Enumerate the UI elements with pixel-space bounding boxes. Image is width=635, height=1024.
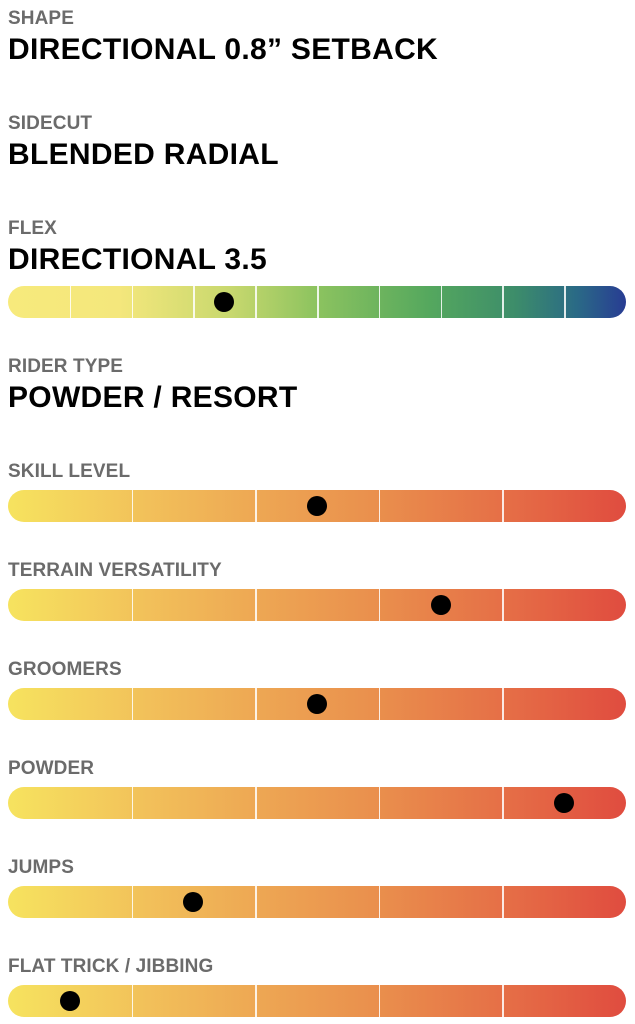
skill-level-marker — [307, 496, 327, 516]
flex-scale-divider — [255, 286, 257, 318]
skill-level-divider — [378, 490, 381, 522]
groomers-divider — [502, 688, 504, 720]
jumps-label: JUMPS — [8, 857, 74, 878]
flex-value: DIRECTIONAL 3.5 — [8, 243, 267, 276]
shape-value: DIRECTIONAL 0.8” SETBACK — [8, 33, 439, 66]
jumps-divider — [502, 886, 504, 918]
flex-scale-divider — [564, 286, 566, 318]
powder-marker — [554, 793, 575, 813]
rider-type-label: RIDER TYPE — [8, 356, 124, 377]
groomers-marker — [307, 694, 327, 714]
jumps-bar — [8, 886, 626, 918]
flex-label: FLEX — [8, 218, 57, 239]
groomers-label: GROOMERS — [8, 659, 122, 680]
flex-scale-divider — [440, 286, 443, 318]
skill-level-divider — [502, 490, 504, 522]
terrain-versatility-divider — [255, 589, 257, 621]
groomers-divider — [255, 688, 257, 720]
skill-level-bar — [8, 490, 626, 522]
terrain-versatility-label: TERRAIN VERSATILITY — [8, 560, 222, 581]
rider-type-value: POWDER / RESORT — [8, 381, 298, 414]
sidecut-label: SIDECUT — [8, 113, 93, 134]
powder-divider — [502, 787, 504, 819]
flex-scale-divider — [317, 286, 319, 318]
terrain-versatility-divider — [502, 589, 504, 621]
flex-scale-divider — [193, 286, 195, 318]
flat-trick-jibbing-divider — [255, 985, 257, 1017]
terrain-versatility-bar — [8, 589, 626, 621]
flat-trick-jibbing-bar — [8, 985, 626, 1017]
powder-divider — [255, 787, 257, 819]
jumps-divider — [131, 886, 134, 918]
terrain-versatility-marker — [430, 595, 451, 615]
groomers-divider — [378, 688, 381, 720]
powder-bar — [8, 787, 626, 819]
sidecut-value: BLENDED RADIAL — [8, 138, 279, 171]
skill-level-divider — [255, 490, 257, 522]
flex-scale-divider — [378, 286, 381, 318]
powder-divider — [378, 787, 381, 819]
skill-level-label: SKILL LEVEL — [8, 461, 131, 482]
powder-divider — [131, 787, 134, 819]
flex-scale-divider — [502, 286, 504, 318]
flat-trick-jibbing-divider — [502, 985, 504, 1017]
flex-scale-bar — [8, 286, 626, 318]
flex-scale-marker — [214, 292, 235, 312]
flat-trick-jibbing-marker — [59, 991, 80, 1011]
powder-label: POWDER — [8, 758, 95, 779]
flat-trick-jibbing-divider — [131, 985, 134, 1017]
groomers-divider — [131, 688, 134, 720]
terrain-versatility-divider — [378, 589, 381, 621]
jumps-divider — [255, 886, 257, 918]
shape-label: SHAPE — [8, 8, 74, 29]
flex-scale-divider — [69, 286, 72, 318]
terrain-versatility-divider — [131, 589, 134, 621]
jumps-divider — [378, 886, 381, 918]
jumps-marker — [183, 892, 204, 912]
groomers-bar — [8, 688, 626, 720]
skill-level-divider — [131, 490, 134, 522]
flat-trick-jibbing-label: FLAT TRICK / JIBBING — [8, 956, 214, 977]
flex-scale-divider — [131, 286, 134, 318]
flat-trick-jibbing-divider — [378, 985, 381, 1017]
